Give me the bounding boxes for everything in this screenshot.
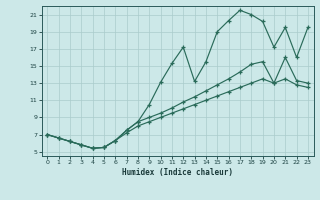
X-axis label: Humidex (Indice chaleur): Humidex (Indice chaleur): [122, 168, 233, 177]
